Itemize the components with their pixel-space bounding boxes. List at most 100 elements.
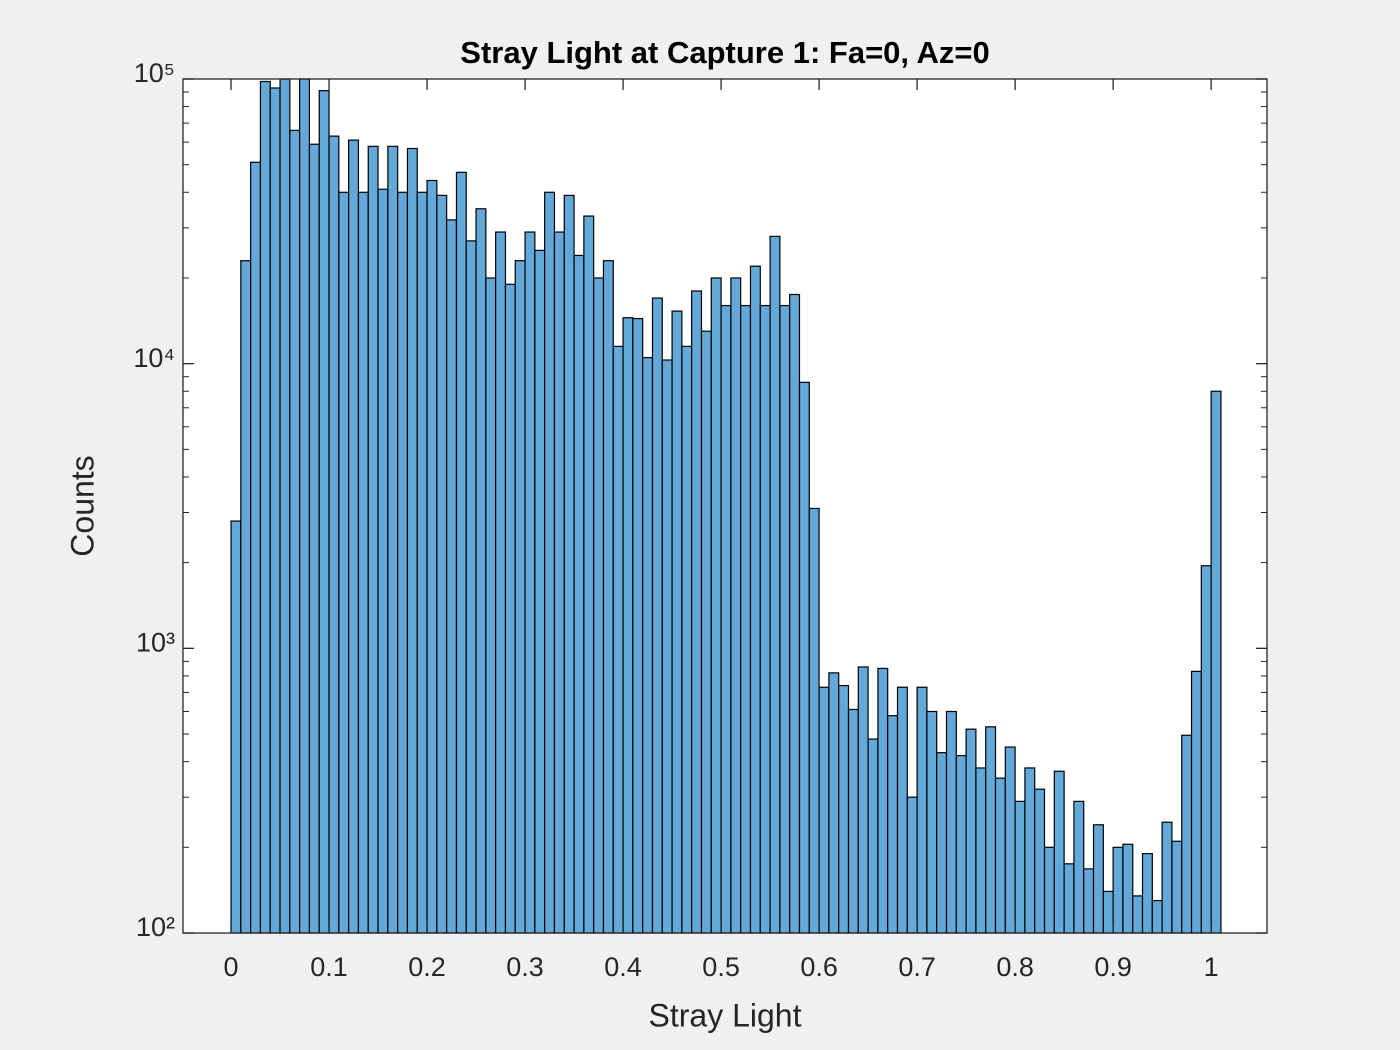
bar	[1083, 868, 1095, 934]
bar	[446, 219, 458, 934]
bar	[1034, 788, 1046, 934]
bar	[514, 260, 526, 934]
bar	[348, 139, 360, 934]
bar	[308, 143, 320, 934]
bar	[328, 135, 340, 934]
bar	[1073, 800, 1085, 934]
x-tick-label: 0.4	[604, 952, 642, 982]
bar	[357, 191, 369, 934]
bar	[818, 686, 830, 934]
bar	[838, 684, 850, 934]
bar	[465, 240, 477, 934]
bar	[563, 194, 575, 934]
bar	[1122, 843, 1134, 934]
x-tick-label: 0.3	[506, 952, 544, 982]
bar	[602, 260, 614, 934]
x-tick-label: 0.5	[702, 952, 740, 982]
bar	[759, 304, 771, 934]
bar	[857, 666, 869, 934]
bar	[1063, 863, 1075, 934]
bar	[985, 726, 997, 934]
bar	[1181, 734, 1193, 934]
axes-box	[182, 78, 1268, 934]
bar	[671, 310, 683, 934]
bar	[710, 277, 722, 934]
bar	[1141, 853, 1153, 934]
bar	[916, 686, 928, 934]
bar	[367, 145, 379, 934]
bar	[700, 330, 712, 934]
bar	[1171, 840, 1183, 934]
x-tick-label: 0.8	[996, 952, 1034, 982]
bar	[1092, 824, 1104, 934]
bar	[789, 293, 801, 934]
bar	[906, 796, 918, 934]
bar	[936, 752, 948, 934]
bar	[240, 260, 252, 934]
bar	[994, 777, 1006, 934]
bar	[769, 235, 781, 934]
bar	[1014, 800, 1026, 934]
bar	[1053, 770, 1065, 934]
bar	[397, 191, 409, 934]
bar	[1102, 890, 1114, 934]
bar	[426, 179, 438, 934]
bar	[730, 277, 742, 934]
bar	[740, 304, 752, 934]
bar	[230, 520, 242, 934]
y-tick-label: 10⁴	[133, 343, 175, 373]
bar	[955, 754, 967, 934]
bar	[887, 715, 899, 934]
bar	[1151, 899, 1163, 934]
bar	[691, 290, 703, 934]
bar	[828, 672, 840, 934]
bar	[1161, 821, 1173, 934]
bar	[1112, 846, 1124, 934]
bar	[553, 231, 565, 934]
bar	[269, 87, 281, 934]
bar	[867, 738, 879, 934]
bar	[299, 78, 311, 934]
bar	[583, 215, 595, 934]
bar	[534, 249, 546, 934]
bar	[377, 188, 389, 934]
x-tick-label: 0.9	[1094, 952, 1132, 982]
bar	[416, 191, 428, 934]
bar	[965, 728, 977, 934]
bar	[1200, 565, 1212, 934]
bar	[622, 317, 634, 934]
bar	[1043, 846, 1055, 934]
bar	[573, 254, 585, 934]
bar	[945, 710, 957, 934]
y-tick-label: 10³	[136, 627, 175, 657]
bar	[632, 317, 644, 934]
bar	[651, 297, 663, 934]
bar	[720, 304, 732, 934]
bar	[318, 90, 330, 934]
bar	[406, 147, 418, 934]
bar	[338, 191, 350, 934]
x-tick-label: 0.1	[310, 952, 348, 982]
x-tick-label: 0.6	[800, 952, 838, 982]
bar	[250, 161, 262, 934]
bar	[524, 231, 536, 934]
bar	[779, 304, 791, 934]
bar	[387, 145, 399, 934]
bar	[436, 194, 448, 934]
x-tick-label: 0.2	[408, 952, 446, 982]
bar	[661, 359, 673, 934]
y-axis-label: Counts	[64, 455, 100, 556]
x-tick-label: 0	[224, 952, 239, 982]
bar	[612, 345, 624, 934]
bar	[1132, 895, 1144, 934]
y-tick-label: 10⁵	[134, 58, 175, 88]
bar	[504, 283, 516, 934]
bar	[475, 208, 487, 934]
chart-title: Stray Light at Capture 1: Fa=0, Az=0	[460, 35, 989, 70]
bar	[926, 710, 938, 934]
bar	[289, 129, 301, 934]
x-tick-label: 0.7	[898, 952, 936, 982]
bar	[642, 357, 654, 934]
bar	[259, 80, 271, 934]
bar	[896, 686, 908, 934]
